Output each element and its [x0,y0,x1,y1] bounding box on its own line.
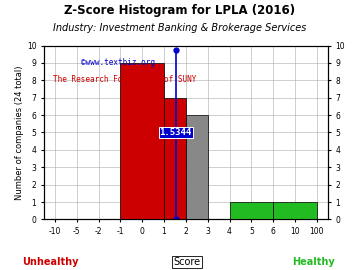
Text: Industry: Investment Banking & Brokerage Services: Industry: Investment Banking & Brokerage… [53,23,307,33]
Y-axis label: Number of companies (24 total): Number of companies (24 total) [15,65,24,200]
Text: ©www.textbiz.org: ©www.textbiz.org [81,58,155,67]
Text: Z-Score Histogram for LPLA (2016): Z-Score Histogram for LPLA (2016) [64,4,296,17]
Bar [186,115,208,220]
Bar [273,202,317,220]
Text: Score: Score [174,257,201,267]
Bar [164,98,186,220]
Bar [121,63,164,220]
Text: 1.5344: 1.5344 [159,128,192,137]
Bar [230,202,273,220]
Text: Unhealthy: Unhealthy [22,257,78,267]
Text: The Research Foundation of SUNY: The Research Foundation of SUNY [53,75,196,84]
Text: Healthy: Healthy [292,257,334,267]
